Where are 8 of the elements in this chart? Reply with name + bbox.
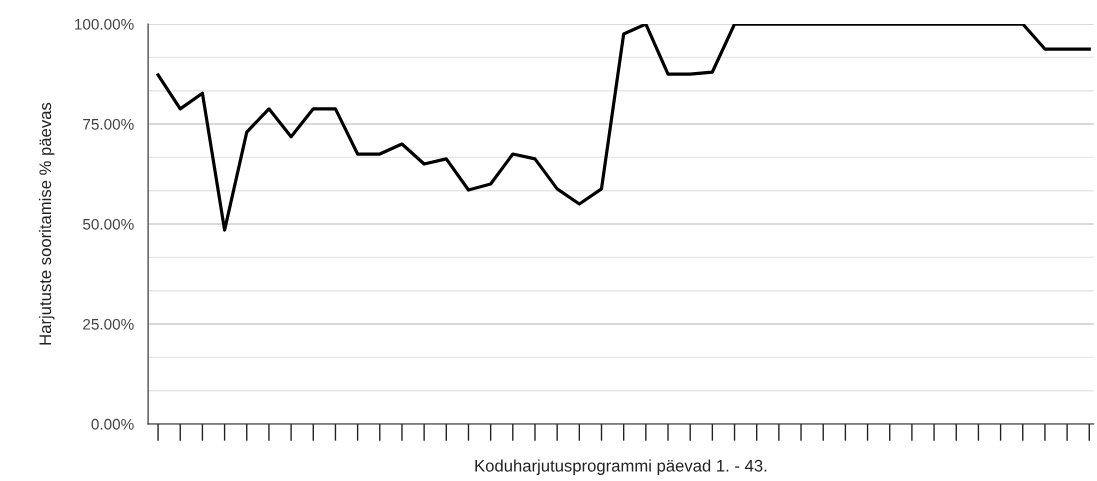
y-tick-label: 25.00% xyxy=(83,318,134,330)
y-tick-label: 100.00% xyxy=(75,18,134,30)
line-series xyxy=(156,24,1091,232)
x-axis-title: Koduharjutusprogrammi päevad 1. - 43. xyxy=(475,459,767,475)
y-tick-label: 50.00% xyxy=(83,218,134,230)
y-tick-label: 75.00% xyxy=(83,118,134,130)
y-axis-title: Harjutuste sooritamise % päevas xyxy=(38,102,55,345)
y-tick-label: 0.00% xyxy=(91,418,134,430)
